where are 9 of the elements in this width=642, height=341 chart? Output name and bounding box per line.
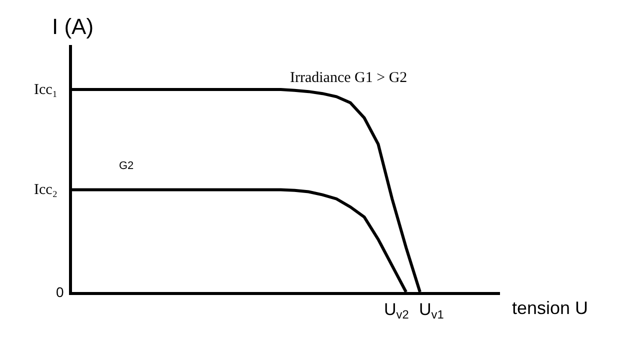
text: Icc₂ (34, 182, 58, 198)
text: tension U (512, 298, 588, 318)
text: Icc₁ (34, 82, 58, 98)
y-axis-title: I (A) (52, 14, 94, 39)
text: U$_{v1}$ (419, 300, 444, 322)
series-label: Irradiance G1 > G2 (290, 70, 408, 86)
text: 0 (56, 284, 64, 300)
series-label: G2 (119, 160, 134, 172)
text: U$_{v2}$ (384, 300, 410, 322)
